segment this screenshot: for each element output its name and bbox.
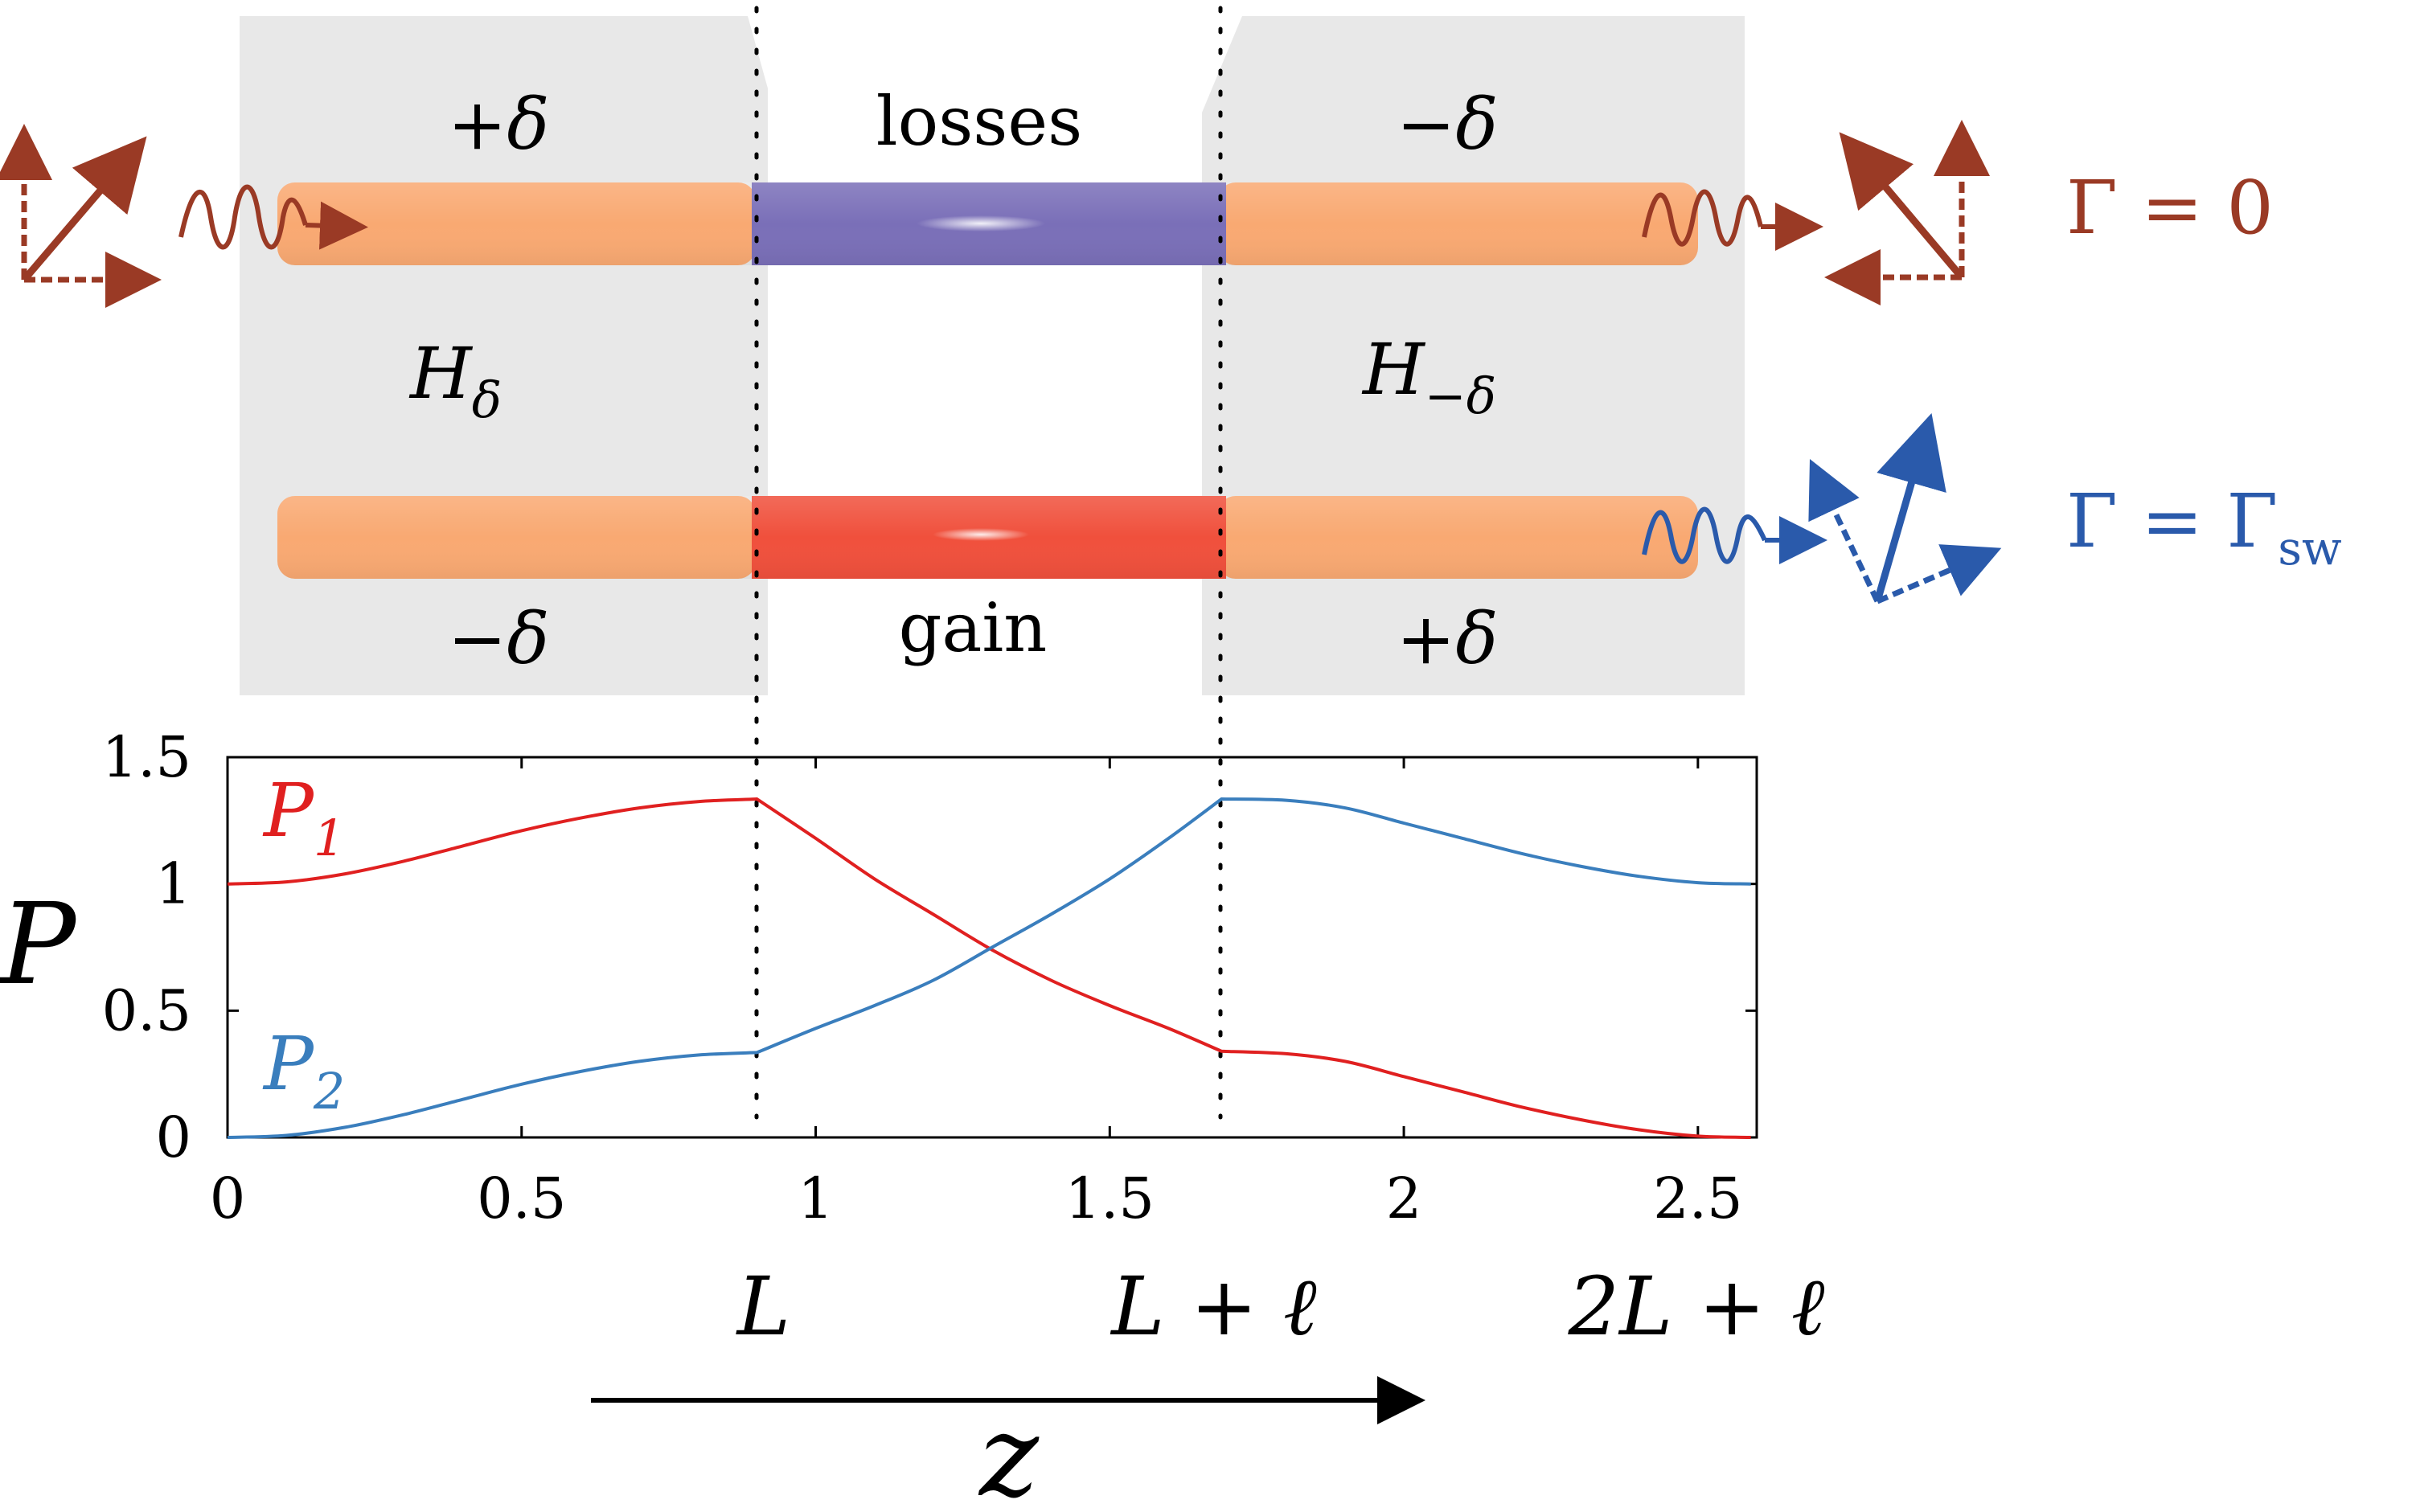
x-tick-label: 0.5 xyxy=(477,1166,566,1231)
y-tick-label: 1.5 xyxy=(102,724,191,790)
plot-frame xyxy=(226,756,1758,1139)
gamma-zero-label: Γ = 0 xyxy=(2066,165,2274,251)
y-axis-label: P xyxy=(0,879,78,1010)
input-polarization-icon xyxy=(0,124,162,308)
input-wave-icon xyxy=(178,184,308,250)
x-axis-ticks: 0 0.5 1 1.5 2 2.5 xyxy=(210,757,1743,1231)
y-axis-ticks: 0 0.5 1 1.5 xyxy=(102,724,1757,1170)
p1-line xyxy=(227,797,1751,1139)
gain-label: gain xyxy=(899,588,1048,667)
top-waveguide xyxy=(277,182,1698,265)
output-wave-bottom-icon xyxy=(1642,506,1767,564)
marker-2L-plus-l: 2L + ℓ xyxy=(1567,1260,1824,1354)
y-tick-label: 1 xyxy=(155,851,191,917)
output-wave-top-icon xyxy=(1642,189,1763,247)
x-tick-label: 2 xyxy=(1386,1166,1422,1231)
p2-line xyxy=(227,797,1751,1139)
p1-legend-label: P1 xyxy=(262,768,345,867)
y-tick-label: 0.5 xyxy=(102,977,191,1043)
gamma-sw-label: Γ = Γsw xyxy=(2066,478,2342,576)
left-bottom-sign: −δ xyxy=(448,597,550,680)
right-top-sign: −δ xyxy=(1397,83,1499,166)
right-hamiltonian: H−δ xyxy=(1361,328,1496,425)
input-wave-arrow xyxy=(305,201,368,250)
x-tick-label: 2.5 xyxy=(1653,1166,1742,1231)
z-axis-label: z xyxy=(978,1391,1040,1512)
right-bottom-sign: +δ xyxy=(1397,597,1499,680)
output-polarization-top-icon xyxy=(1824,120,1990,305)
x-tick-label: 0 xyxy=(210,1166,246,1231)
left-top-sign: +δ xyxy=(448,83,550,166)
left-hamiltonian: Hδ xyxy=(408,332,502,429)
output-polarization-bottom-icon xyxy=(1808,413,2002,604)
x-tick-label: 1.5 xyxy=(1065,1166,1155,1231)
y-tick-label: 0 xyxy=(155,1104,191,1170)
x-tick-label: 1 xyxy=(798,1166,834,1231)
p2-legend-label: P2 xyxy=(262,1021,345,1121)
losses-label: losses xyxy=(876,82,1082,161)
marker-L-plus-l: L + ℓ xyxy=(1110,1260,1317,1354)
power-chart: 0 0.5 1 1.5 2 2.5 0 0.5 1 1.5 P1 P2 P xyxy=(0,724,1758,1231)
bottom-waveguide xyxy=(277,496,1698,579)
marker-L: L xyxy=(736,1260,790,1354)
